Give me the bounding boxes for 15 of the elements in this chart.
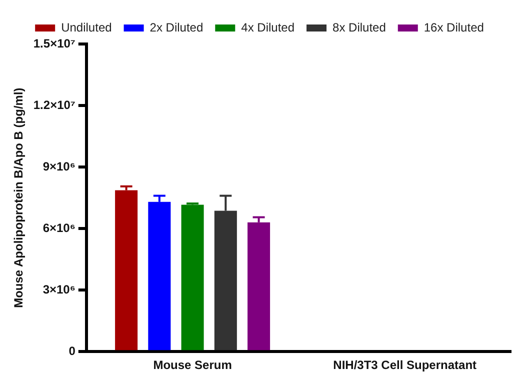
legend-label: 4x Diluted: [241, 20, 295, 34]
legend-label: Undiluted: [61, 20, 112, 34]
x-tick-label: Mouse Serum: [153, 358, 232, 372]
legend-label: 8x Diluted: [332, 20, 386, 34]
legend-label: 2x Diluted: [150, 20, 204, 34]
y-tick-label: 6×10⁶: [42, 220, 76, 235]
y-tick-label: 9×10⁶: [42, 159, 76, 174]
legend-label: 16x Diluted: [424, 20, 484, 34]
y-tick-label: 1.2×10⁷: [33, 98, 76, 112]
bar: [181, 204, 204, 350]
y-tick-label: 1.5×10⁷: [33, 36, 76, 50]
y-axis-title: Mouse Apolipoprotein B/Apo B (pg/ml): [12, 88, 26, 308]
y-tick-label: 3×10⁶: [42, 282, 76, 296]
y-tick-label: 0: [68, 344, 76, 358]
x-tick-label: NIH/3T3 Cell Supernatant: [333, 358, 477, 372]
